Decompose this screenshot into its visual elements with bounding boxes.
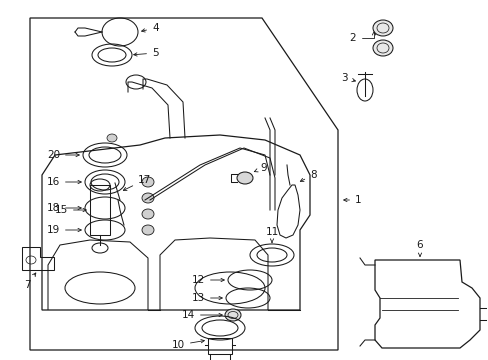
Text: 11: 11 — [265, 227, 278, 243]
Text: 12: 12 — [191, 275, 224, 285]
Text: 10: 10 — [171, 339, 204, 350]
Ellipse shape — [237, 172, 252, 184]
Text: 1: 1 — [343, 195, 361, 205]
Text: 15: 15 — [55, 205, 86, 215]
Text: 7: 7 — [23, 273, 36, 290]
Text: 4: 4 — [142, 23, 158, 33]
Bar — [207, 338, 231, 354]
Text: 18: 18 — [47, 203, 81, 213]
Text: 8: 8 — [300, 170, 316, 181]
Ellipse shape — [142, 193, 154, 203]
Text: 9: 9 — [254, 163, 266, 173]
Text: 13: 13 — [191, 293, 222, 303]
Ellipse shape — [142, 225, 154, 235]
Ellipse shape — [142, 209, 154, 219]
Text: 19: 19 — [47, 225, 81, 235]
Text: 17: 17 — [123, 175, 151, 190]
Ellipse shape — [107, 134, 117, 142]
Ellipse shape — [372, 20, 392, 36]
Ellipse shape — [372, 40, 392, 56]
Bar — [90, 185, 110, 235]
Ellipse shape — [142, 177, 154, 187]
Text: 3: 3 — [341, 73, 355, 83]
Text: 20: 20 — [47, 150, 79, 160]
Text: 14: 14 — [182, 310, 222, 320]
Text: 6: 6 — [416, 240, 423, 256]
Text: 5: 5 — [133, 48, 158, 58]
Text: 16: 16 — [47, 177, 81, 187]
Ellipse shape — [224, 309, 241, 321]
Text: 2: 2 — [348, 32, 375, 43]
